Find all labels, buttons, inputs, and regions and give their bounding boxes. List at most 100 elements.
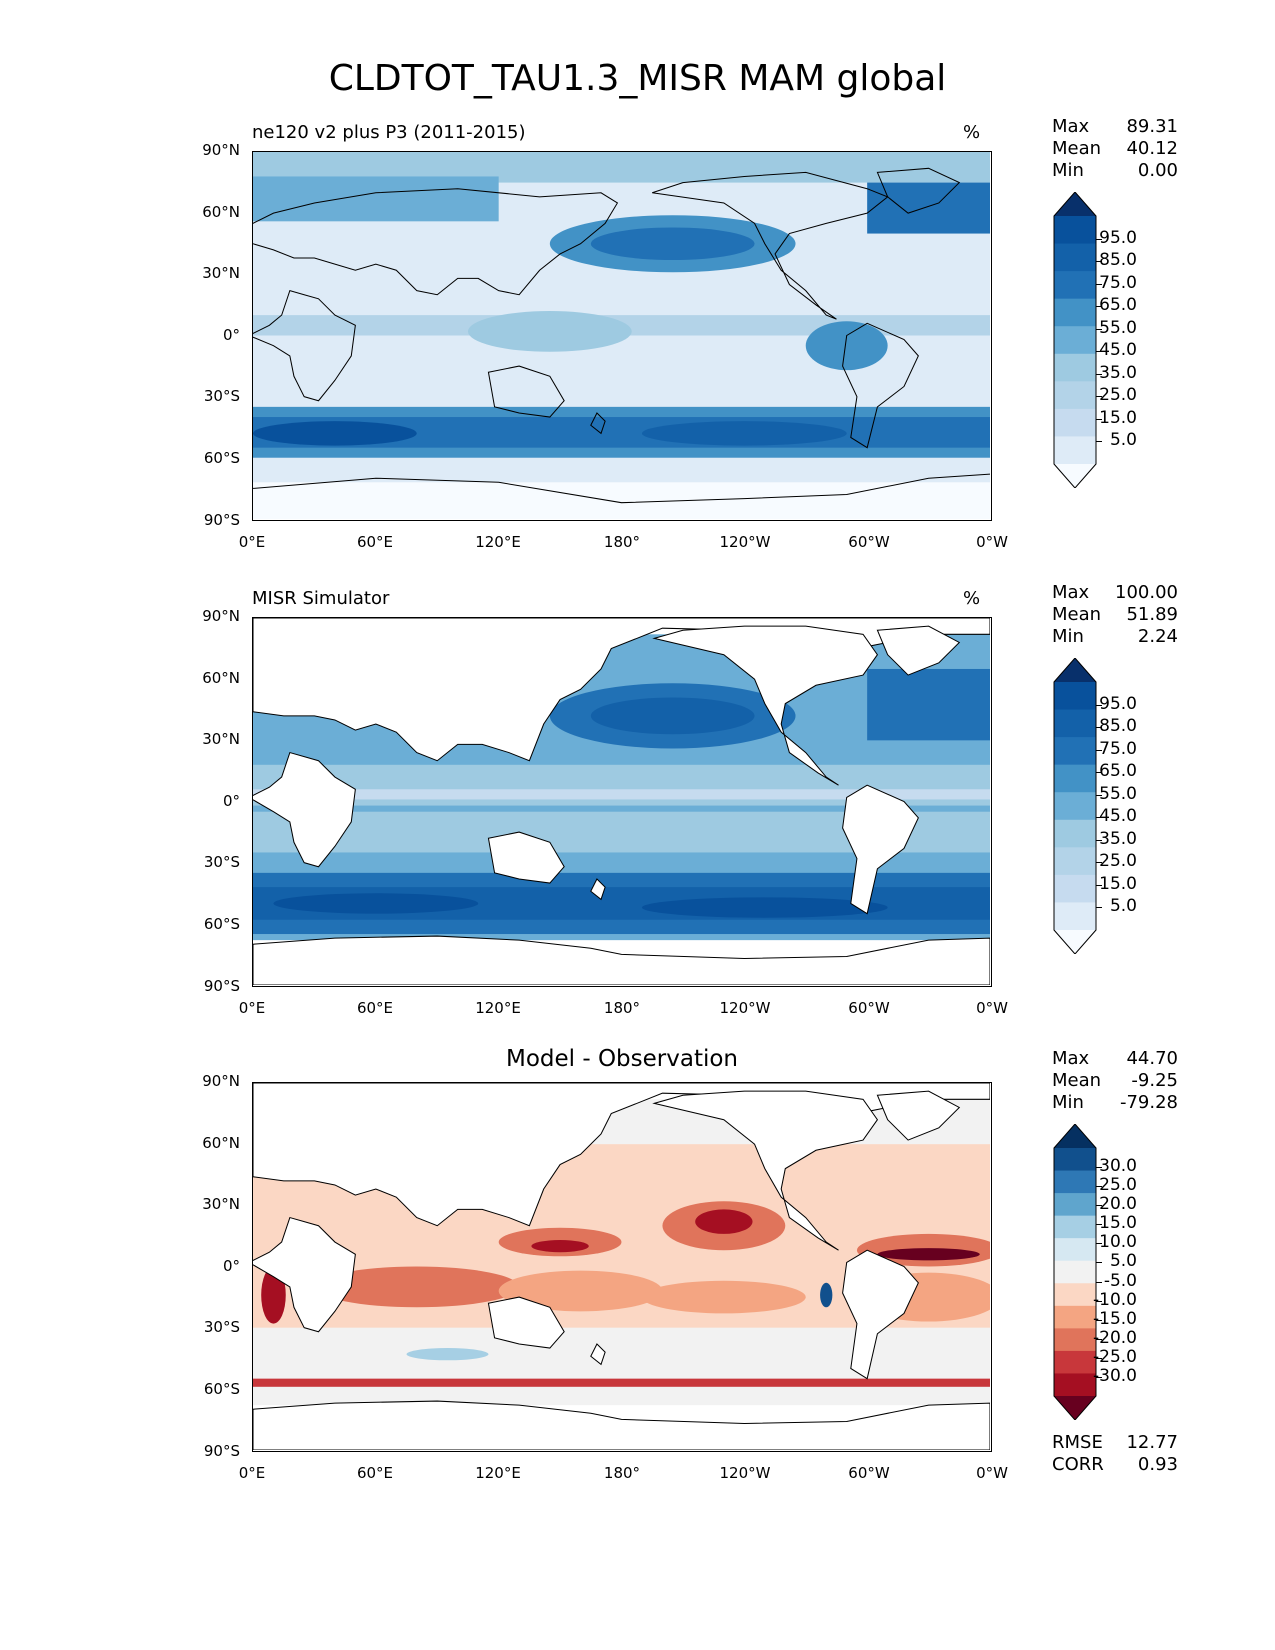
colorbar-tick-label: 15.0 [1099, 873, 1137, 894]
colorbar-tick-label: 35.0 [1099, 828, 1137, 849]
colorbar-tick-label: -10.0 [1093, 1289, 1137, 1310]
colorbar-tick [1096, 772, 1102, 774]
colorbar-tick [1096, 862, 1102, 864]
colorbar-band [1054, 874, 1096, 903]
colorbar-band [1054, 436, 1096, 465]
colorbar-tick [1096, 283, 1102, 285]
colorbar-tick [1096, 1224, 1102, 1226]
colorbar-extend-min [1054, 1396, 1096, 1420]
lon-label: 60°W [848, 999, 890, 1017]
lon-label: 120°E [475, 1464, 521, 1482]
colorbar-extend-max [1054, 658, 1096, 682]
colorbar-tick [1096, 373, 1102, 375]
colorbar-tick [1096, 306, 1102, 308]
colorbar-tick [1096, 1300, 1102, 1302]
colorbar-tick [1096, 749, 1102, 751]
colorbar-tick-label: 5.0 [1109, 1251, 1137, 1272]
colorbar-tick [1096, 884, 1102, 886]
stat-label: Min [1052, 160, 1084, 181]
colorbar-band [1054, 1260, 1096, 1284]
panel2-colorbar [1053, 658, 1097, 954]
observation-field [253, 618, 991, 986]
colorbar-tick [1096, 1338, 1102, 1340]
lon-label: 180° [603, 533, 641, 551]
lat-label: 90°N [202, 141, 240, 159]
stat-value: 0.00 [1137, 160, 1178, 181]
stat-label: Mean [1052, 138, 1102, 159]
metric-label: RMSE [1052, 1432, 1103, 1453]
lon-label: 0°E [238, 533, 266, 551]
colorbar-tick-label: 55.0 [1099, 783, 1137, 804]
panel1-colorbar [1053, 192, 1097, 488]
stat-value: 44.70 [1126, 1048, 1178, 1069]
lat-label: 60°S [203, 1380, 240, 1398]
lon-label: 60°W [848, 533, 890, 551]
colorbar-band [1054, 737, 1096, 766]
colorbar-extend-max [1054, 1124, 1096, 1148]
stat-value: -79.28 [1119, 1092, 1178, 1113]
colorbar-tick-label: 45.0 [1099, 340, 1137, 361]
colorbar-tick [1096, 418, 1102, 420]
colorbar-tick-label: -25.0 [1093, 1346, 1137, 1367]
colorbar-band [1054, 1350, 1096, 1374]
colorbar-band [1054, 1215, 1096, 1239]
panel1-title: ne120 v2 plus P3 (2011-2015) [252, 122, 526, 143]
metric-value: 0.93 [1137, 1454, 1178, 1475]
stat-label: Min [1052, 626, 1084, 647]
lon-label: 0°E [238, 999, 266, 1017]
lon-label: 0°W [976, 533, 1008, 551]
stat-value: 51.89 [1126, 604, 1178, 625]
colorbar-tick [1096, 396, 1102, 398]
colorbar-tick [1096, 441, 1102, 443]
lat-label: 90°N [202, 1072, 240, 1090]
panel2-units: % [963, 588, 981, 609]
colorbar-band [1054, 1193, 1096, 1217]
colorbar-outline [1053, 192, 1097, 488]
lat-label: 0° [222, 326, 240, 344]
lat-label: 60°N [202, 669, 240, 687]
lon-label: 0°E [238, 1464, 266, 1482]
colorbar-band [1054, 326, 1096, 355]
panel1-units: % [963, 122, 981, 143]
colorbar-tick-label: 5.0 [1109, 430, 1137, 451]
lat-label: 60°S [203, 449, 240, 467]
colorbar-band [1054, 819, 1096, 848]
colorbar-tick-label: 35.0 [1099, 362, 1137, 383]
lat-label: 60°N [202, 1134, 240, 1152]
lon-label: 120°E [475, 533, 521, 551]
stat-label: Max [1052, 582, 1090, 603]
colorbar-tick-label: 45.0 [1099, 806, 1137, 827]
colorbar-band [1054, 408, 1096, 437]
colorbar-tick-label: 20.0 [1099, 1194, 1137, 1215]
model-map [252, 151, 992, 521]
colorbar-tick [1096, 1186, 1102, 1188]
stat-label: Max [1052, 116, 1090, 137]
lat-label: 30°N [202, 264, 240, 282]
lon-label: 180° [603, 1464, 641, 1482]
colorbar-tick-label: 85.0 [1099, 716, 1137, 737]
colorbar-tick [1096, 1376, 1102, 1378]
lat-label: 30°S [203, 853, 240, 871]
panel2-title: MISR Simulator [252, 588, 390, 609]
colorbar-tick-label: 10.0 [1099, 1232, 1137, 1253]
lat-label: 0° [222, 792, 240, 810]
colorbar-tick-label: 15.0 [1099, 407, 1137, 428]
lon-label: 0°W [976, 1464, 1008, 1482]
colorbar-tick [1096, 817, 1102, 819]
colorbar-tick [1096, 794, 1102, 796]
stat-value: 89.31 [1126, 116, 1178, 137]
colorbar-outline [1053, 658, 1097, 954]
colorbar-tick-label: -20.0 [1093, 1327, 1137, 1348]
lat-label: 60°N [202, 203, 240, 221]
colorbar-tick-label: -5.0 [1103, 1270, 1137, 1291]
lat-label: 30°S [203, 1318, 240, 1336]
figure-title: CLDTOT_TAU1.3_MISR MAM global [328, 58, 947, 99]
lon-label: 0°W [976, 999, 1008, 1017]
colorbar-band [1054, 1238, 1096, 1262]
colorbar-extend-min [1054, 464, 1096, 488]
colorbar-band [1054, 1373, 1096, 1397]
colorbar-tick [1096, 1319, 1102, 1321]
metric-value: 12.77 [1126, 1432, 1178, 1453]
stat-value: 40.12 [1126, 138, 1178, 159]
colorbar-tick-label: 25.0 [1099, 385, 1137, 406]
